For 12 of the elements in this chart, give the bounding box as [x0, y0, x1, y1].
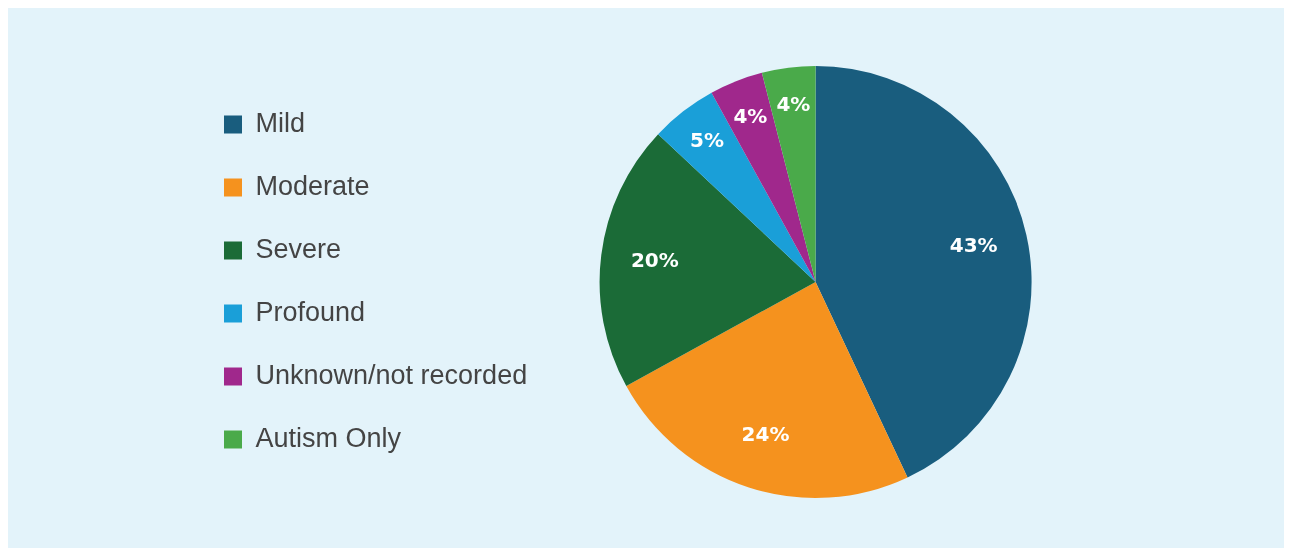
data-label: 5% [690, 128, 725, 153]
data-label: 20% [630, 247, 679, 272]
legend-label: Severe [255, 233, 342, 264]
legend-label: Unknown/not recorded [255, 359, 528, 390]
data-label: 4% [776, 92, 811, 117]
legend-label: Profound [255, 296, 366, 327]
legend-label: Autism Only [255, 422, 402, 453]
data-label: 43% [949, 232, 998, 257]
data-label: 24% [741, 422, 790, 447]
data-label: 4% [733, 103, 768, 128]
legend-label: Mild [255, 107, 306, 138]
legend-label: Moderate [255, 170, 370, 201]
